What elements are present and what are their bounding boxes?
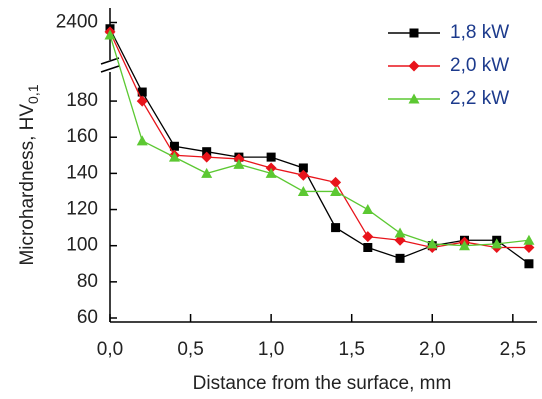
y-axis-label: Microhardness, HV0,1 [17,84,41,265]
marker [394,227,406,238]
marker [330,185,342,196]
y-tick-label: 100 [66,235,98,256]
x-tick-label: 0,0 [97,339,123,360]
y-tick-label: 180 [66,90,98,111]
marker [524,259,534,269]
legend-label: 2,0 kW [450,55,509,76]
marker [137,87,147,97]
y-tick-label: 2400 [56,12,98,33]
x-tick-label: 2,5 [500,339,526,360]
y-label-sub: 0,1 [25,84,41,104]
marker [362,204,374,215]
marker [168,151,180,162]
x-tick-label: 0,5 [177,339,203,360]
marker [104,29,116,40]
axis-break [100,65,120,73]
marker [297,169,309,181]
marker [331,223,341,233]
marker [426,238,438,249]
y-tick-label: 160 [66,126,98,147]
series-line [109,34,530,247]
y-label-main: Microhardness, HV [17,104,38,266]
marker [169,141,179,151]
marker [395,253,405,263]
marker [491,238,503,249]
y-tick-label: 140 [66,162,98,183]
y-tick-label: 60 [77,307,98,328]
legend-label: 2,2 kW [450,88,509,109]
marker [136,135,148,146]
x-axis-label: Distance from the surface, mm [193,373,452,394]
y-tick-label: 80 [77,271,98,292]
axis-break [100,57,120,65]
marker [362,231,374,243]
marker [233,158,245,169]
series-line [109,28,530,265]
marker [458,240,470,251]
x-tick-label: 1,5 [338,339,364,360]
marker [408,60,420,72]
marker [330,176,342,188]
marker [409,28,419,38]
marker [408,93,420,104]
marker [136,95,148,107]
marker [363,243,373,252]
legend: 1,8 kW 2,0 kW 2,2 kW [388,22,509,109]
legend-label: 1,8 kW [450,22,509,43]
marker [298,163,308,173]
y-tick-label: 120 [66,199,98,220]
x-tick-label: 2,0 [419,339,445,360]
marker [201,151,213,163]
marker [265,167,277,178]
marker [297,185,309,196]
series-line [109,31,529,249]
marker [266,152,276,162]
marker [201,167,213,178]
x-tick-label: 1,0 [258,339,284,360]
marker [523,234,535,245]
